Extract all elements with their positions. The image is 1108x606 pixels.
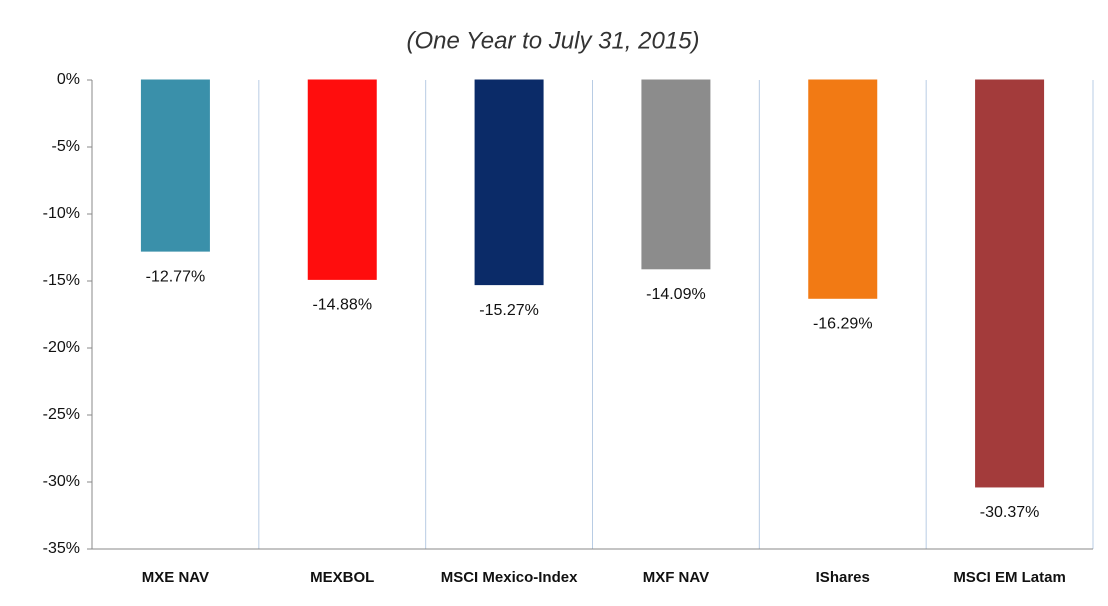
y-tick-label: -30% <box>43 473 80 490</box>
bar <box>641 79 711 270</box>
x-tick-label: MXE NAV <box>142 569 209 586</box>
y-tick-label: -10% <box>43 205 80 222</box>
data-label: -15.27% <box>479 302 539 319</box>
x-tick-label: IShares <box>816 569 870 586</box>
bar <box>474 79 544 286</box>
data-label: -12.77% <box>146 268 206 285</box>
y-tick-label: -25% <box>43 406 80 423</box>
y-tick-label: -15% <box>43 272 80 289</box>
bar <box>140 79 210 252</box>
x-tick-label: MXF NAV <box>643 569 709 586</box>
data-label: -14.09% <box>646 286 706 303</box>
y-tick-label: -20% <box>43 339 80 356</box>
data-label: -16.29% <box>813 316 873 333</box>
y-tick-label: -5% <box>52 138 80 155</box>
bar <box>975 79 1045 488</box>
data-label: -14.88% <box>312 297 372 314</box>
chart-title: (One Year to July 31, 2015) <box>406 27 699 54</box>
y-tick-label: 0% <box>57 71 80 88</box>
x-tick-label: MEXBOL <box>310 569 374 586</box>
bar <box>307 79 377 280</box>
data-label: -30.37% <box>980 504 1040 521</box>
bar <box>808 79 878 299</box>
x-tick-label: MSCI Mexico-Index <box>441 569 578 586</box>
x-tick-label: MSCI EM Latam <box>953 569 1066 586</box>
y-tick-label: -35% <box>43 540 80 557</box>
